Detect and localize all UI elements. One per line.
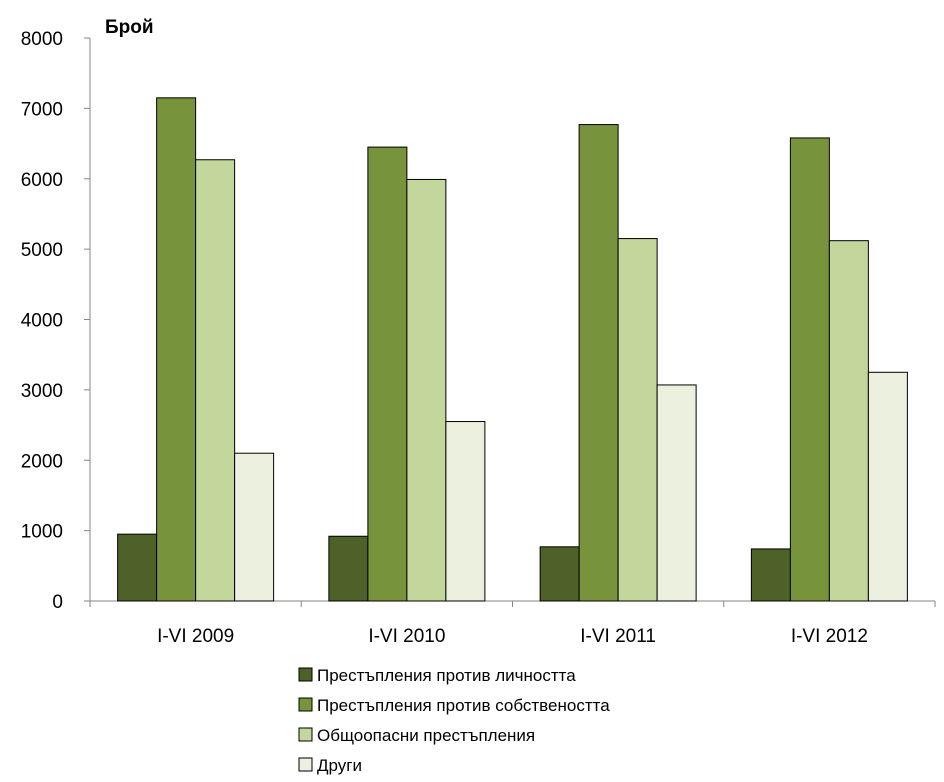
y-tick-label: 2000 xyxy=(21,451,63,472)
bar xyxy=(867,371,908,602)
bar xyxy=(156,97,197,602)
x-tick-label: I-VI 2009 xyxy=(157,626,234,647)
legend-swatch xyxy=(298,757,313,772)
bar xyxy=(445,421,486,602)
bar xyxy=(195,159,236,602)
bar xyxy=(406,178,447,602)
bar xyxy=(539,546,580,602)
y-tick-label: 5000 xyxy=(21,240,63,261)
legend-swatch xyxy=(298,667,313,682)
bar xyxy=(828,240,869,602)
y-tick-label: 0 xyxy=(52,592,63,613)
y-tick-label: 3000 xyxy=(21,381,63,402)
legend-swatch xyxy=(298,697,313,712)
legend-entry: Престъпления против личността xyxy=(317,666,576,685)
y-tick-label: 8000 xyxy=(21,29,63,50)
bar xyxy=(750,548,791,602)
y-tick-label: 1000 xyxy=(21,522,63,543)
bar xyxy=(328,535,369,602)
x-tick-label: I-VI 2011 xyxy=(580,626,656,647)
y-tick-label: 6000 xyxy=(21,170,63,191)
y-axis-label: Брой xyxy=(105,17,154,38)
bar xyxy=(117,533,158,602)
bar xyxy=(617,238,658,602)
bar xyxy=(789,137,830,602)
legend-entry: Престъпления против собствеността xyxy=(317,696,610,715)
legend-entry: Общоопасни престъпления xyxy=(317,726,535,745)
y-tick-label: 7000 xyxy=(21,99,63,120)
y-tick-label: 4000 xyxy=(21,311,63,332)
bar xyxy=(234,452,275,602)
x-tick-label: I-VI 2012 xyxy=(791,626,868,647)
legend-entry: Други xyxy=(317,756,362,775)
bar xyxy=(578,124,619,602)
bar xyxy=(367,146,408,602)
bar xyxy=(656,384,697,602)
x-tick-label: I-VI 2010 xyxy=(368,626,445,647)
legend-swatch xyxy=(298,727,313,742)
